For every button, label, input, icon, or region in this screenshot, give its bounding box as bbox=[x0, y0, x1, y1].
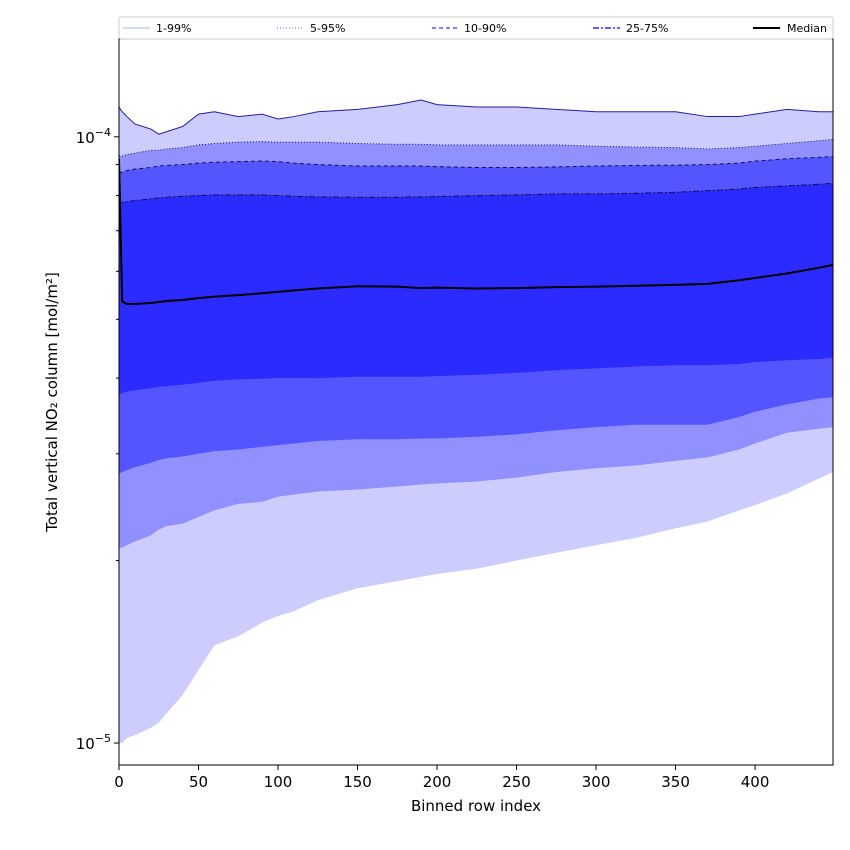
y-axis: 10−5 10−4 bbox=[76, 126, 119, 753]
x-axis-label: Binned row index bbox=[411, 797, 541, 815]
legend-label: 5-95% bbox=[310, 22, 345, 35]
x-tick-label: 350 bbox=[661, 773, 690, 791]
x-tick-label: 200 bbox=[423, 773, 452, 791]
x-tick-label: 50 bbox=[189, 773, 208, 791]
band-edge-1-99% bbox=[119, 99, 833, 135]
band-edge-10-90% bbox=[119, 156, 833, 174]
legend-label: Median bbox=[787, 22, 827, 35]
legend-frame bbox=[118, 16, 834, 40]
bands-layer bbox=[119, 99, 833, 744]
x-tick-label: 150 bbox=[343, 773, 372, 791]
legend: 1-99% 5-95% 10-90% 25-75% Median bbox=[118, 16, 834, 40]
legend-label: 1-99% bbox=[156, 22, 191, 35]
x-tick-label: 300 bbox=[582, 773, 611, 791]
x-axis: 0 50 100 150 200 250 300 350 400 bbox=[114, 765, 769, 791]
y-axis-label: Total vertical NO₂ column [mol/m²] bbox=[43, 272, 61, 533]
y-tick-label: 10−4 bbox=[76, 126, 111, 147]
x-tick-label: 100 bbox=[264, 773, 293, 791]
x-tick-label: 250 bbox=[502, 773, 531, 791]
legend-label: 25-75% bbox=[626, 22, 668, 35]
x-tick-label: 400 bbox=[741, 773, 770, 791]
median-line bbox=[119, 158, 833, 305]
band-edge-25-75% bbox=[119, 182, 833, 206]
x-tick-label: 0 bbox=[114, 773, 124, 791]
median-layer bbox=[119, 158, 833, 305]
legend-label: 10-90% bbox=[464, 22, 506, 35]
y-tick-label: 10−5 bbox=[76, 732, 111, 753]
